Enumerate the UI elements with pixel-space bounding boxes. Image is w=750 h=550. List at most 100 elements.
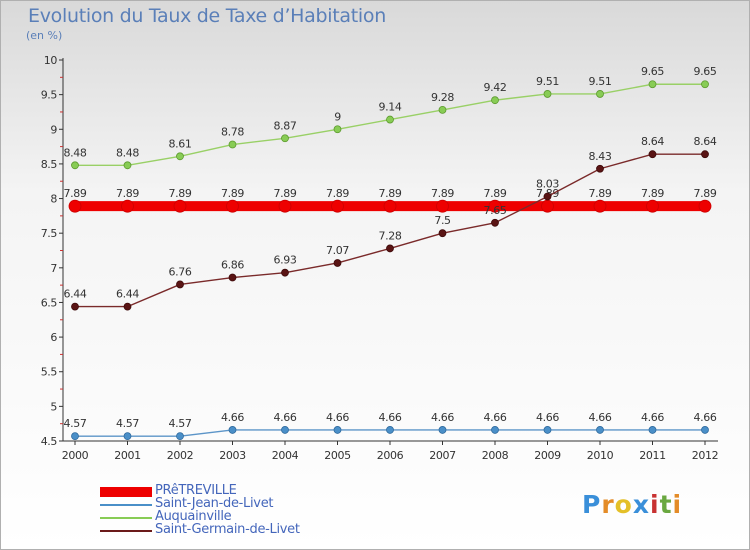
data-point-saint-jean-de-livet [491, 426, 499, 434]
data-label-saint-jean-de-livet: 4.66 [221, 411, 244, 424]
data-label-saint-jean-de-livet: 4.66 [694, 411, 717, 424]
data-point-pretreville [68, 199, 82, 213]
chart-unit-label: (en %) [26, 29, 63, 42]
data-label-auquainville: 9.14 [379, 101, 402, 114]
data-label-saint-jean-de-livet: 4.66 [379, 411, 402, 424]
x-tick-label: 2007 [429, 449, 456, 462]
data-label-saint-jean-de-livet: 4.66 [589, 411, 612, 424]
x-tick-label: 2009 [534, 449, 561, 462]
data-point-saint-germain-de-livet [71, 302, 79, 311]
series-pretreville: 7.89 7.89 7.89 7.89 7.89 7.89 7.89 7.89 7.89 7.89… [64, 187, 717, 213]
x-tick-label: 2001 [114, 449, 140, 462]
y-tick-label: 7.5 [41, 227, 58, 240]
data-point-saint-germain-de-livet [386, 244, 394, 253]
data-label-saint-germain-de-livet: 7.28 [379, 229, 402, 242]
data-point-saint-germain-de-livet [281, 268, 289, 277]
x-tick-label: 2010 [587, 449, 614, 462]
data-label-auquainville: 8.61 [169, 137, 192, 150]
legend-label: Saint-Germain-de-Livet [155, 522, 300, 537]
legend-label: PRêTREVILLE [155, 483, 237, 498]
data-point-saint-germain-de-livet [176, 280, 184, 289]
data-point-auquainville [71, 161, 79, 170]
data-point-pretreville [593, 199, 607, 213]
data-point-auquainville [701, 80, 709, 89]
data-point-saint-jean-de-livet [228, 426, 237, 434]
data-label-pretreville: 7.89 [221, 187, 244, 200]
y-tick-label: 4.5 [41, 435, 58, 448]
data-point-auquainville [386, 115, 394, 124]
data-label-saint-germain-de-livet: 6.44 [116, 288, 139, 301]
data-point-saint-germain-de-livet [701, 150, 709, 159]
x-tick-label: 2006 [377, 449, 404, 462]
y-tick-label: 6 [50, 331, 57, 344]
data-label-saint-germain-de-livet: 8.64 [641, 135, 664, 148]
data-point-saint-germain-de-livet [648, 150, 657, 159]
legend-swatch [100, 487, 152, 497]
chart-title: Evolution du Taux de Taxe d’Habitation [28, 5, 386, 27]
y-tick-label: 8.5 [41, 158, 58, 171]
data-label-auquainville: 8.87 [274, 119, 297, 132]
legend-swatch [100, 504, 152, 506]
data-label-auquainville: 8.48 [64, 146, 87, 159]
x-tick-label: 2004 [272, 449, 299, 462]
data-label-saint-jean-de-livet: 4.66 [326, 411, 349, 424]
logo-letter: x [632, 490, 650, 519]
data-label-pretreville: 7.89 [169, 187, 192, 200]
data-label-auquainville: 9.42 [484, 81, 507, 94]
data-point-auquainville [648, 80, 657, 89]
data-label-auquainville: 9 [334, 110, 341, 123]
data-point-pretreville [121, 199, 134, 213]
data-label-pretreville: 7.89 [116, 187, 139, 200]
data-point-auquainville [176, 152, 184, 161]
data-point-pretreville [383, 199, 397, 213]
series-layer: 7.89 7.89 7.89 7.89 7.89 7.89 7.89 7.89 7.89 7.89… [64, 65, 717, 441]
data-point-saint-germain-de-livet [228, 273, 237, 282]
y-tick-label: 10 [44, 54, 58, 67]
data-label-saint-germain-de-livet: 7.07 [326, 244, 349, 257]
data-label-auquainville: 9.65 [694, 65, 717, 78]
data-point-pretreville [541, 199, 554, 213]
data-label-saint-germain-de-livet: 6.93 [274, 254, 297, 267]
data-point-auquainville [123, 161, 132, 170]
data-point-saint-jean-de-livet [176, 432, 184, 441]
data-label-pretreville: 7.89 [589, 187, 612, 200]
data-label-saint-germain-de-livet: 7.5 [434, 214, 451, 227]
series-auquainville: 8.48 8.48 8.61 8.78 8.87 9 9.14 9.28 9.42 9.51 9.5… [64, 65, 717, 170]
data-label-auquainville: 9.51 [536, 75, 559, 88]
data-label-pretreville: 7.89 [379, 187, 402, 200]
x-tick-label: 2011 [639, 449, 665, 462]
data-label-saint-jean-de-livet: 4.57 [116, 417, 139, 430]
data-label-pretreville: 7.89 [484, 187, 507, 200]
data-label-pretreville: 7.89 [64, 187, 87, 200]
logo-letter: i [672, 490, 683, 519]
x-tick-label: 2002 [167, 449, 193, 462]
data-label-saint-germain-de-livet: 6.86 [221, 259, 244, 272]
data-label-saint-jean-de-livet: 4.66 [431, 411, 454, 424]
data-point-auquainville [281, 134, 289, 143]
data-label-pretreville: 7.89 [694, 187, 717, 200]
data-point-auquainville [333, 125, 342, 134]
data-point-saint-germain-de-livet [333, 259, 342, 267]
y-tick-label: 9.5 [41, 89, 58, 102]
data-point-saint-jean-de-livet [596, 426, 604, 434]
data-label-pretreville: 7.89 [431, 187, 454, 200]
data-point-pretreville [173, 199, 187, 213]
data-point-saint-jean-de-livet [543, 426, 552, 434]
data-point-saint-jean-de-livet [333, 426, 342, 434]
data-point-saint-germain-de-livet [596, 164, 604, 173]
data-point-auquainville [438, 105, 447, 114]
data-point-pretreville [278, 199, 292, 213]
data-point-pretreville [488, 199, 502, 213]
data-label-saint-germain-de-livet: 6.44 [64, 288, 87, 301]
data-point-auquainville [491, 96, 499, 105]
x-tick-label: 2008 [482, 449, 509, 462]
data-point-saint-germain-de-livet [123, 302, 132, 311]
data-label-saint-jean-de-livet: 4.57 [169, 417, 192, 430]
data-point-pretreville [331, 199, 344, 213]
data-label-saint-jean-de-livet: 4.57 [64, 417, 87, 430]
axes: 4.5 5 5.5 6 6.5 7 7.5 8 8.5 9 9.5 10 2000 2001 2002 200… [41, 54, 719, 462]
data-point-saint-germain-de-livet [543, 192, 552, 201]
data-point-saint-jean-de-livet [123, 432, 132, 441]
